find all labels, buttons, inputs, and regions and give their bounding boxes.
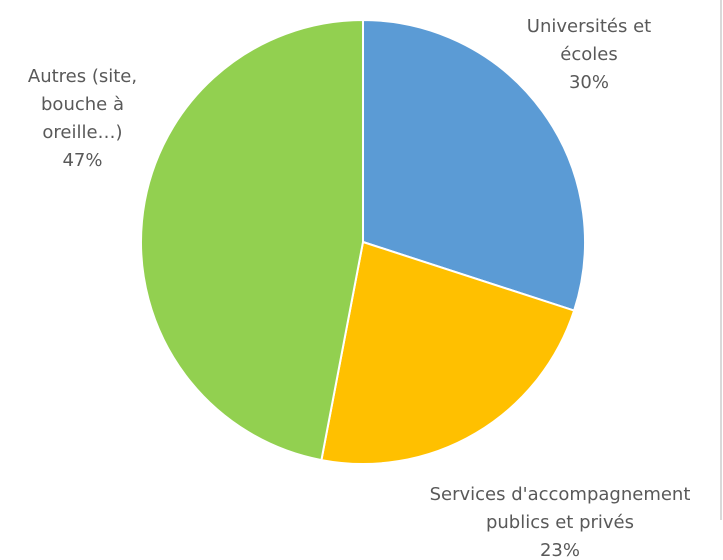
category-name: Autres (site, bouche à oreille…) — [27, 66, 138, 143]
slice-label: Universités et écoles 30% — [519, 13, 659, 97]
value-label: 47% — [62, 150, 103, 171]
pie-slice — [140, 18, 364, 462]
pie-slice — [362, 18, 586, 312]
category-name: Universités et écoles — [526, 16, 652, 65]
value-label: 23% — [539, 540, 580, 560]
pie-slice — [320, 240, 576, 465]
value-label: 30% — [568, 72, 609, 93]
slice-label: Services d'accompagnement publics et pri… — [405, 481, 715, 560]
category-name: Services d'accompagnement publics et pri… — [429, 484, 691, 533]
slice-label: Autres (site, bouche à oreille…) 47% — [5, 63, 160, 175]
